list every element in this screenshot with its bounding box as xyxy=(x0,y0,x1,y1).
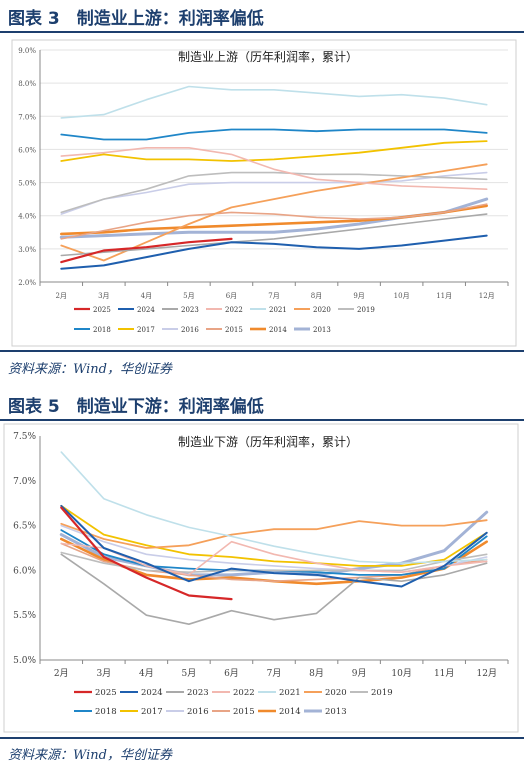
x-tick-label: 7月 xyxy=(268,292,279,300)
legend-label-2025: 2025 xyxy=(95,688,117,698)
x-tick-label: 12月 xyxy=(479,292,495,300)
legend-label-2015: 2015 xyxy=(225,326,243,334)
figure-header: 图表 5 制造业下游：利润率偏低 xyxy=(0,388,524,418)
x-tick-label: 7月 xyxy=(267,668,282,679)
legend-label-2021: 2021 xyxy=(279,688,301,698)
y-tick-label: 6.5% xyxy=(13,522,36,532)
legend-label-2024: 2024 xyxy=(137,306,155,314)
title-rule xyxy=(0,31,524,33)
legend-label-2022: 2022 xyxy=(225,306,243,314)
y-tick-label: 6.0% xyxy=(18,146,36,154)
legend-label-2019: 2019 xyxy=(357,306,375,314)
series-line-2017 xyxy=(60,505,488,567)
legend-label-2022: 2022 xyxy=(233,688,255,698)
legend-label-2023: 2023 xyxy=(181,306,199,314)
x-tick-label: 3月 xyxy=(96,668,111,679)
y-tick-label: 7.5% xyxy=(13,432,36,442)
legend-label-2023: 2023 xyxy=(187,688,209,698)
chart-title: 制造业下游（历年利润率，累计） xyxy=(178,434,358,449)
legend-label-2018: 2018 xyxy=(95,707,117,717)
x-tick-label: 6月 xyxy=(224,668,239,679)
series-line-2021 xyxy=(60,451,488,564)
series-line-2019 xyxy=(60,551,488,573)
figure-title: 图表 5 制造业下游：利润率偏低 xyxy=(8,397,264,417)
legend-label-2020: 2020 xyxy=(313,306,331,314)
x-tick-label: 9月 xyxy=(353,292,364,300)
series-line-2022 xyxy=(60,147,488,190)
legend-label-2020: 2020 xyxy=(325,688,347,698)
y-tick-label: 5.5% xyxy=(13,611,36,621)
series-line-2019 xyxy=(60,171,488,214)
source-rule xyxy=(0,737,524,739)
x-tick-label: 9月 xyxy=(352,668,367,679)
x-tick-label: 11月 xyxy=(434,668,454,679)
series-line-2025 xyxy=(60,237,233,264)
upstream-profit-margin-chart: 制造业上游（历年利润率，累计） 2.0% 3.0% 4.0% 5.0% 6.0% 7.0% 8… xyxy=(11,39,517,347)
x-tick-label: 5月 xyxy=(183,292,194,300)
figure-header: 图表 3 制造业上游：利润率偏低 xyxy=(0,0,524,30)
x-tick-label: 8月 xyxy=(309,668,324,679)
figure-title: 图表 3 制造业上游：利润率偏低 xyxy=(8,9,264,29)
y-tick-label: 7.0% xyxy=(18,113,36,121)
x-tick-label: 8月 xyxy=(311,292,322,300)
legend-label-2014: 2014 xyxy=(269,326,287,334)
series-line-2025 xyxy=(60,506,233,601)
x-tick-label: 3月 xyxy=(98,292,109,300)
chart-frame xyxy=(11,39,517,347)
legend-label-2017: 2017 xyxy=(137,326,155,334)
y-tick-label: 3.0% xyxy=(18,246,36,254)
series-line-2024 xyxy=(60,234,488,270)
y-tick-label: 4.0% xyxy=(18,213,36,221)
source-note: 资料来源：Wind，华创证券 xyxy=(8,362,172,377)
x-tick-label: 4月 xyxy=(141,292,152,300)
x-tick-label: 11月 xyxy=(436,292,452,300)
legend-label-2019: 2019 xyxy=(371,688,393,698)
legend-label-2013: 2013 xyxy=(325,707,347,717)
legend-label-2013: 2013 xyxy=(313,326,331,334)
title-rule xyxy=(0,419,524,421)
x-tick-label: 10月 xyxy=(391,668,411,679)
series-line-2022 xyxy=(60,540,488,576)
source-rule xyxy=(0,350,524,352)
legend-label-2016: 2016 xyxy=(187,707,209,717)
legend-label-2021: 2021 xyxy=(269,306,287,314)
legend-label-2018: 2018 xyxy=(93,326,111,334)
series-line-2016 xyxy=(60,171,488,215)
x-tick-label: 4月 xyxy=(139,668,154,679)
series-line-2015 xyxy=(60,203,488,240)
legend-label-2016: 2016 xyxy=(181,326,199,334)
x-tick-label: 2月 xyxy=(54,668,69,679)
y-tick-label: 6.0% xyxy=(13,566,36,576)
y-tick-label: 5.0% xyxy=(13,656,36,666)
series-line-2021 xyxy=(60,85,488,119)
x-tick-label: 5月 xyxy=(182,668,197,679)
legend-label-2015: 2015 xyxy=(233,707,255,717)
legend-label-2025: 2025 xyxy=(93,306,111,314)
legend-label-2024: 2024 xyxy=(141,688,163,698)
y-tick-label: 9.0% xyxy=(18,47,36,55)
legend-label-2014: 2014 xyxy=(279,707,301,717)
series-line-2023 xyxy=(60,213,488,257)
series-line-2024 xyxy=(60,504,488,588)
x-tick-label: 12月 xyxy=(477,668,497,679)
chart-frame xyxy=(3,423,519,733)
y-tick-label: 7.0% xyxy=(13,477,36,487)
y-tick-label: 5.0% xyxy=(18,180,36,188)
y-tick-label: 2.0% xyxy=(18,279,36,287)
series-line-2020 xyxy=(60,519,488,549)
source-note: 资料来源：Wind，华创证券 xyxy=(8,748,172,763)
y-tick-label: 8.0% xyxy=(18,80,36,88)
x-tick-label: 10月 xyxy=(394,292,410,300)
legend-label-2017: 2017 xyxy=(141,707,163,717)
chart-title: 制造业上游（历年利润率，累计） xyxy=(178,49,358,64)
x-tick-label: 2月 xyxy=(56,292,67,300)
downstream-profit-margin-chart: 制造业下游（历年利润率，累计） 5.0% 5.5% 6.0% 6.5% 7.0% 7.5% 2… xyxy=(3,423,519,733)
x-tick-label: 6月 xyxy=(226,292,237,300)
series-line-2017 xyxy=(60,140,488,162)
series-line-2018 xyxy=(60,128,488,141)
